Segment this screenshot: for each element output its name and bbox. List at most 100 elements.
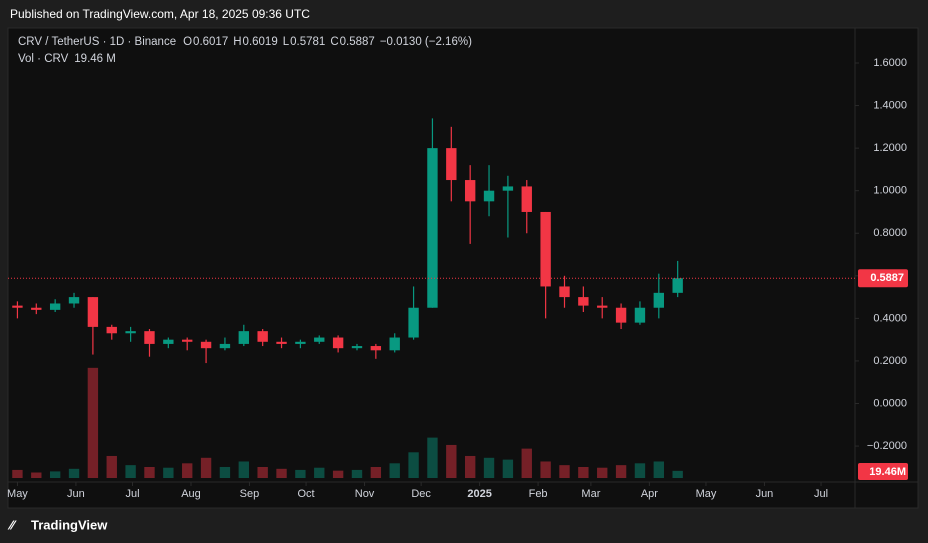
volume-bar (31, 472, 42, 478)
candle-body (389, 337, 400, 351)
legend-key: H (233, 36, 241, 48)
candle-body (370, 346, 382, 351)
x-tick-label: 2025 (467, 488, 491, 500)
volume-bar (257, 466, 268, 478)
candle-body (144, 331, 155, 344)
volume-bar (597, 467, 608, 478)
legend-title: CRV / TetherUS · 1D · Binance (18, 36, 176, 48)
y-tick-label: 1.2000 (873, 142, 907, 154)
candle-body (200, 341, 212, 349)
legend-value: 0.5781 (290, 36, 325, 48)
candle-body (446, 148, 457, 181)
volume-bar (427, 437, 438, 478)
brand-logo: ⁄⁄ (7, 517, 17, 532)
volume-bar (163, 467, 174, 478)
candle-body (672, 278, 683, 293)
volume-bar (370, 466, 382, 478)
volume-bar (389, 463, 400, 478)
candle-body (238, 331, 249, 344)
volume-bar (125, 465, 136, 478)
x-tick-label: May (7, 488, 28, 500)
candle-body (12, 305, 23, 308)
volume-legend: Vol · CRV (18, 53, 69, 65)
volume-bar (314, 467, 325, 478)
volume-bar (615, 465, 627, 478)
volume-bar (182, 463, 193, 478)
plot-area (12, 118, 683, 478)
candle-body (68, 297, 80, 304)
y-tick-label: 0.2000 (873, 355, 907, 367)
x-tick-label: Sep (240, 488, 260, 500)
candle-body (540, 211, 551, 287)
x-tick-label: Aug (181, 488, 201, 500)
last-price-badge (858, 269, 908, 288)
candle-body (314, 337, 325, 342)
volume-bar (200, 457, 212, 478)
volume-bar (351, 469, 363, 478)
candle-body (276, 341, 287, 344)
x-tick-label: Jun (67, 488, 85, 500)
volume-bar (483, 457, 495, 478)
brand: TradingView (31, 517, 108, 532)
volume-bar (87, 367, 99, 478)
volume-bar (540, 461, 551, 478)
candle-body (521, 186, 532, 212)
x-tick-label: May (696, 488, 717, 500)
volume-bar (559, 465, 570, 478)
volume-bar (238, 461, 249, 478)
candle-body (257, 331, 268, 342)
candle-body (106, 326, 117, 334)
volume-bar (672, 470, 683, 478)
volume-bar (68, 468, 80, 478)
candle-body (182, 339, 193, 342)
x-tick-label: Mar (581, 488, 600, 500)
volume-legend-value: 19.46 M (74, 53, 116, 65)
y-tick-label: 0.8000 (873, 227, 907, 239)
volume-bar (144, 466, 155, 478)
candle-body (634, 307, 646, 323)
candle-body (464, 180, 476, 202)
legend-key: O (183, 36, 192, 48)
candle-body (295, 341, 306, 344)
candle-body (597, 305, 608, 308)
volume-bar (446, 444, 457, 478)
x-tick-label: Feb (529, 488, 548, 500)
y-tick-label: 0.0000 (873, 397, 907, 409)
candle-body (125, 331, 136, 334)
candle-body (615, 307, 627, 323)
candle-body (408, 307, 419, 338)
volume-bar (408, 452, 419, 478)
candle-body (87, 297, 99, 327)
published-note: Published on TradingView.com, Apr 18, 20… (10, 7, 310, 21)
volume-bar (276, 468, 287, 478)
volume-bar (653, 461, 665, 478)
y-tick-label: 1.0000 (873, 185, 907, 197)
legend-value: 0.6017 (193, 36, 228, 48)
volume-bar (106, 455, 117, 478)
volume-bar (219, 466, 231, 478)
x-tick-label: Dec (411, 488, 431, 500)
candle-body (31, 307, 42, 310)
y-tick-label: 1.4000 (873, 99, 907, 111)
volume-bar (49, 471, 61, 478)
legend-key: C (330, 36, 338, 48)
legend-change: −0.0130 (−2.16%) (380, 36, 472, 48)
x-tick-label: Jun (756, 488, 774, 500)
volume-bar (578, 466, 589, 478)
x-tick-label: Nov (355, 488, 375, 500)
volume-bar (464, 455, 476, 478)
candle-body (427, 148, 438, 308)
candle-body (351, 346, 363, 349)
legend-value: 0.5887 (340, 36, 375, 48)
candle-body (219, 343, 231, 349)
x-tick-label: Jul (814, 488, 828, 500)
candle-body (578, 297, 589, 306)
candle-body (502, 186, 514, 191)
x-tick-label: Oct (297, 488, 314, 500)
y-tick-label: 1.6000 (873, 57, 907, 69)
legend-value: 0.6019 (243, 36, 278, 48)
last-price-label: 0.5887 (870, 272, 904, 284)
y-tick-label: 0.4000 (873, 312, 907, 324)
